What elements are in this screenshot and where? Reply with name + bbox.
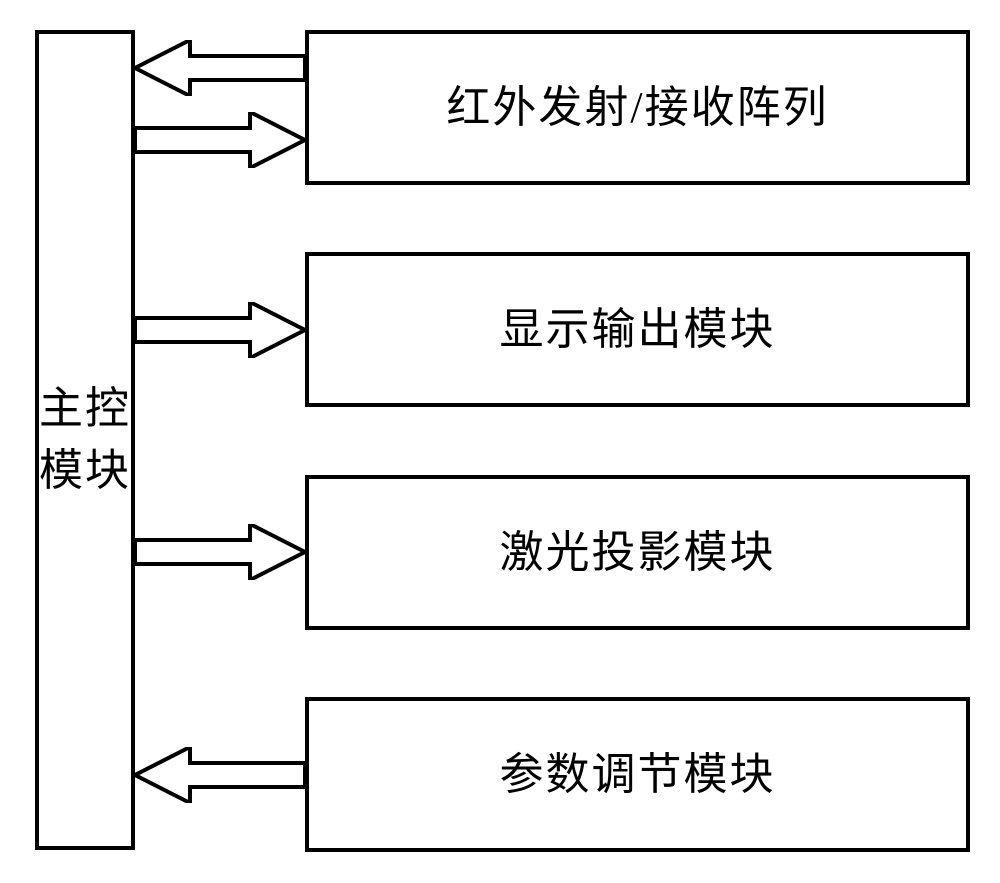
box-3-label: 参数调节模块 (500, 746, 776, 803)
arrow-right-icon (135, 302, 305, 358)
box-0-label: 红外发射/接收阵列 (446, 79, 828, 136)
arrow-left-icon (135, 747, 305, 803)
arrow-4 (135, 747, 305, 803)
box-1-label: 显示输出模块 (500, 301, 776, 358)
infrared-array-box: 红外发射/接收阵列 (305, 30, 970, 185)
arrow-2 (135, 302, 305, 358)
arrow-1 (135, 112, 305, 168)
arrow-right-icon (135, 524, 305, 580)
box-2-label: 激光投影模块 (500, 524, 776, 581)
parameter-adjust-box: 参数调节模块 (305, 697, 970, 852)
display-output-box: 显示输出模块 (305, 252, 970, 407)
arrow-left-icon (135, 40, 305, 96)
arrow-0 (135, 40, 305, 96)
main-label-line2: 模块 (39, 440, 131, 502)
main-control-label: 主控 模块 (39, 378, 131, 501)
arrow-right-icon (135, 112, 305, 168)
main-label-line1: 主控 (39, 378, 131, 440)
arrow-3 (135, 524, 305, 580)
laser-projection-box: 激光投影模块 (305, 475, 970, 630)
main-control-box: 主控 模块 (35, 30, 135, 850)
